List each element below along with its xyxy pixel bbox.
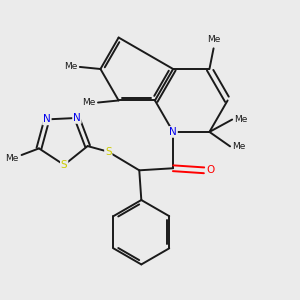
Text: Me: Me xyxy=(82,98,96,107)
Text: S: S xyxy=(61,160,68,170)
Text: Me: Me xyxy=(235,115,248,124)
Text: Me: Me xyxy=(232,142,246,151)
Text: Me: Me xyxy=(207,35,220,44)
Text: N: N xyxy=(43,114,51,124)
Text: Me: Me xyxy=(5,154,19,163)
Text: N: N xyxy=(169,127,177,137)
Text: Me: Me xyxy=(64,62,77,71)
Text: S: S xyxy=(105,147,112,157)
Text: N: N xyxy=(73,113,81,123)
Text: O: O xyxy=(206,165,214,175)
